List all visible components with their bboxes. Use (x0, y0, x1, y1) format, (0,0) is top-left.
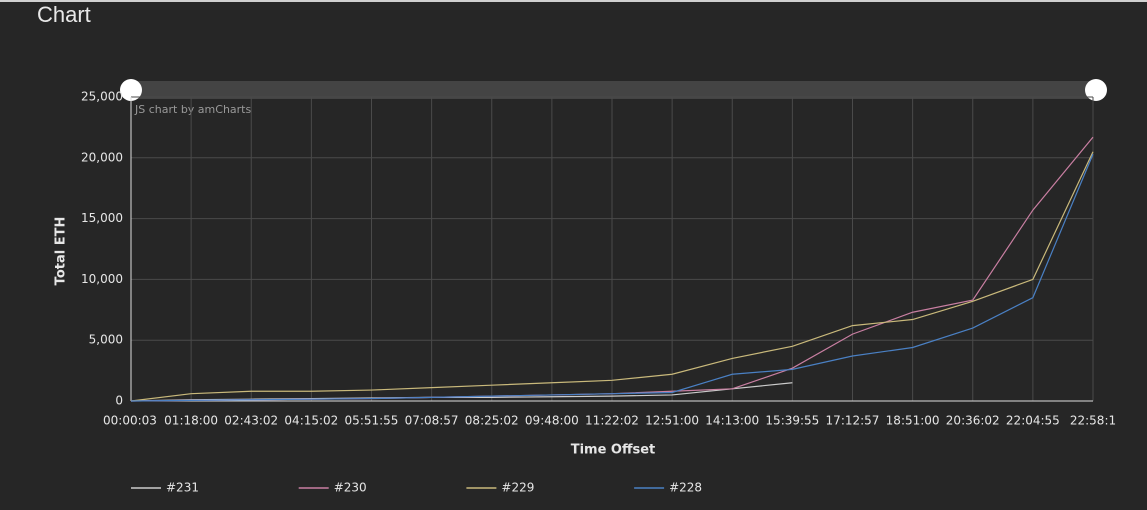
x-tick-label: 02:43:02 (224, 414, 278, 428)
y-tick-label: 10,000 (81, 272, 123, 286)
x-axis-title: Time Offset (571, 443, 656, 458)
x-tick-label: 11:22:02 (585, 414, 639, 428)
x-tick-label: 08:25:02 (465, 414, 519, 428)
x-tick-label: 07:08:57 (405, 414, 459, 428)
x-tick-label: 18:51:00 (886, 414, 940, 428)
legend-label: #231 (166, 481, 199, 495)
x-tick-label: 17:12:57 (826, 414, 880, 428)
legend-label: #229 (501, 481, 534, 495)
credit: JS chart by amCharts (134, 103, 251, 116)
page-title: Chart (37, 2, 91, 27)
scrollbar[interactable] (131, 81, 1097, 99)
series-line (130, 382, 793, 402)
x-tick-label: 14:13:00 (705, 414, 759, 428)
y-tick-label: 20,000 (81, 150, 123, 164)
x-tick-label: 05:51:55 (345, 414, 399, 428)
y-axis-title: Total ETH (54, 217, 69, 286)
legend-label: #230 (334, 481, 367, 495)
x-tick-label: 09:48:00 (525, 414, 579, 428)
x-tick-label: 04:15:02 (284, 414, 338, 428)
x-tick-label: 15:39:55 (765, 414, 819, 428)
x-tick-label: 20:36:02 (946, 414, 1000, 428)
x-tick-label: 00:00:03 (103, 414, 157, 428)
x-tick-label: 01:18:00 (164, 414, 218, 428)
y-tick-label: 0 (115, 394, 123, 408)
x-tick-label: 22:04:55 (1006, 414, 1060, 428)
scroll-handle-right[interactable] (1085, 79, 1107, 101)
x-tick-label: 12:51:00 (645, 414, 699, 428)
x-tick-label: 22:58:1 (1070, 414, 1116, 428)
series-line (130, 151, 1094, 402)
scroll-handle-left[interactable] (120, 79, 142, 101)
y-tick-label: 25,000 (81, 90, 123, 104)
y-tick-label: 15,000 (81, 211, 123, 225)
series-line (130, 153, 1094, 402)
y-tick-label: 5,000 (89, 333, 123, 347)
legend-label: #228 (669, 481, 702, 495)
